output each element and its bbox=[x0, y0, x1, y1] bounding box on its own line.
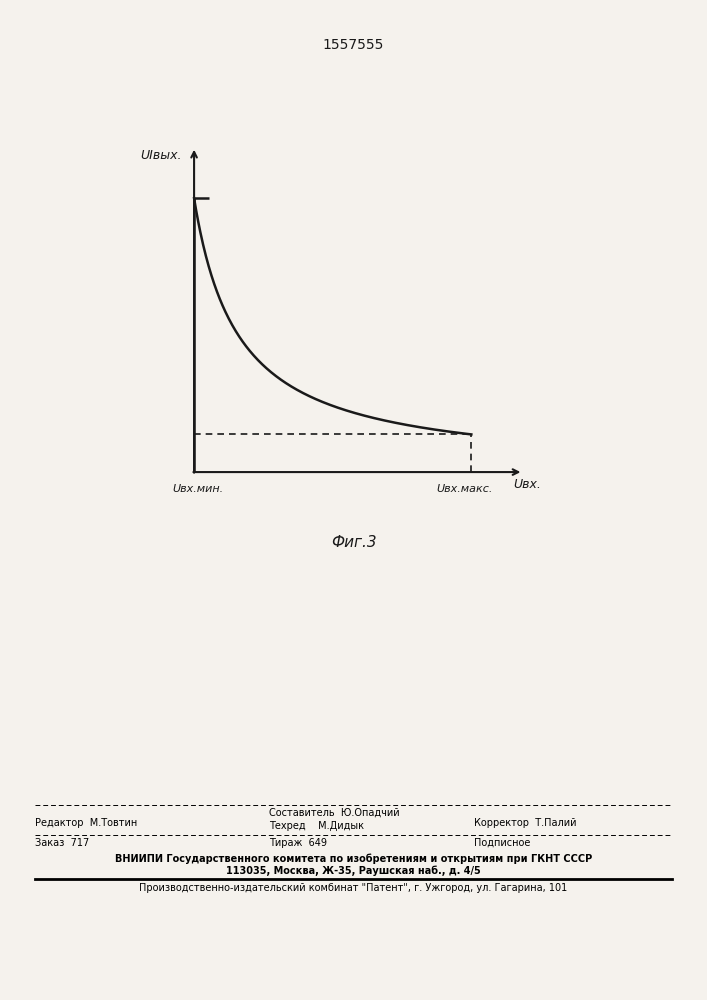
Text: Составитель  Ю.Опадчий: Составитель Ю.Опадчий bbox=[269, 808, 399, 818]
Text: Uвх.мин.: Uвх.мин. bbox=[172, 484, 223, 494]
Text: 1557555: 1557555 bbox=[323, 38, 384, 52]
Text: ВНИИПИ Государственного комитета по изобретениям и открытиям при ГКНТ СССР: ВНИИПИ Государственного комитета по изоб… bbox=[115, 853, 592, 863]
Text: Заказ  717: Заказ 717 bbox=[35, 838, 90, 848]
Text: Uвх.макс.: Uвх.макс. bbox=[436, 484, 493, 494]
Text: Фиг.3: Фиг.3 bbox=[331, 535, 376, 550]
Text: Uвх.: Uвх. bbox=[513, 478, 541, 491]
Text: Подписное: Подписное bbox=[474, 838, 530, 848]
Text: Корректор  Т.Палий: Корректор Т.Палий bbox=[474, 818, 576, 828]
Text: Техред    М.Дидык: Техред М.Дидык bbox=[269, 821, 363, 831]
Text: Производственно-издательский комбинат "Патент", г. Ужгород, ул. Гагарина, 101: Производственно-издательский комбинат "П… bbox=[139, 883, 568, 893]
Text: 113035, Москва, Ж-35, Раушская наб., д. 4/5: 113035, Москва, Ж-35, Раушская наб., д. … bbox=[226, 866, 481, 876]
Text: UІвых.: UІвых. bbox=[140, 149, 182, 162]
Text: Редактор  М.Товтин: Редактор М.Товтин bbox=[35, 818, 138, 828]
Text: Тираж  649: Тираж 649 bbox=[269, 838, 327, 848]
